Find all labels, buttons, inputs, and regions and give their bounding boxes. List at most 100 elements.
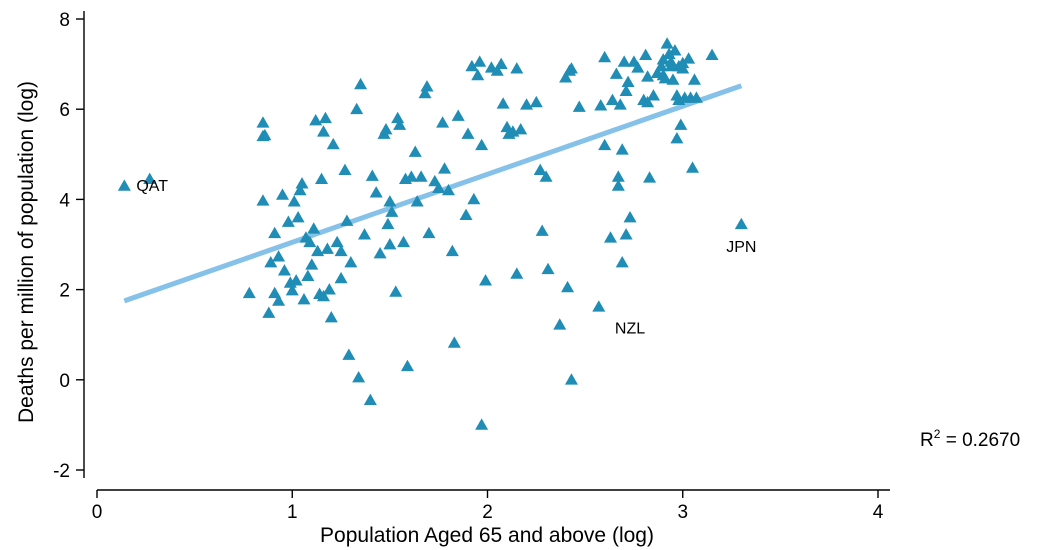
data-point [605,93,619,106]
data-point [272,294,286,306]
data-point [475,418,489,430]
data-point [441,183,455,196]
data-point [408,145,422,157]
data-point [496,97,510,109]
data-point [143,172,157,184]
data-point [422,226,436,239]
data-point [275,188,289,200]
x-axis-title: Population Aged 65 and above (log) [320,524,654,547]
data-point [689,91,703,103]
data-point [658,72,672,84]
data-point [291,210,305,223]
data-point [309,113,323,126]
data-point [594,99,608,111]
data-point [277,264,291,276]
data-point [514,122,528,135]
axes: -2 0 2 4 6 8 0 1 2 3 4 [53,10,890,523]
data-point [420,80,434,92]
data-point [641,95,655,108]
data-point [670,132,684,144]
data-point [572,100,586,112]
data-point [510,267,524,279]
data-point [262,306,276,318]
data-point [662,47,676,60]
data-point [354,77,368,90]
data-point [379,122,393,135]
x-tick-label: 2 [482,502,493,523]
data-point [461,127,475,139]
data-point [643,171,657,183]
data-point [664,55,678,67]
data-point [611,170,625,182]
data-point [404,170,418,182]
data-point [473,55,487,67]
data-point [385,205,399,217]
y-axis-title: Deaths per million of population (log) [15,81,38,423]
data-point [295,177,309,189]
data-point [674,118,688,130]
data-point [256,116,270,128]
point-label: JPN [726,239,756,256]
data-point [393,118,407,130]
data-point [352,371,366,383]
data-point [303,235,317,248]
r-squared-label: R2 = 0.2670 [920,427,1020,451]
data-point [264,256,278,268]
data-point [687,73,701,85]
data-point [397,235,411,248]
points-layer [117,37,748,430]
data-point [559,71,573,83]
data-point [465,59,479,72]
data-point [564,373,578,385]
data-point [682,52,696,64]
data-point [268,226,282,239]
data-point [564,62,578,74]
data-point [432,181,446,193]
data-point [344,256,358,268]
data-point [510,62,524,74]
data-point [623,210,637,223]
data-point [445,244,459,257]
data-point [533,163,547,175]
y-tick-label: 4 [59,190,70,211]
data-point [529,95,543,108]
y-tick-label: 8 [59,10,70,31]
data-point [447,336,461,348]
y-tick-label: 2 [59,281,70,302]
data-point [613,98,627,110]
data-point [285,284,299,296]
data-point [418,86,432,99]
x-tick-label: 3 [677,502,688,523]
data-point [646,89,660,101]
y-tick-label: 0 [59,371,70,392]
data-point [389,285,403,297]
data-point [479,274,493,286]
data-point [561,280,575,293]
data-point [391,111,405,124]
data-point [539,170,553,182]
data-point [639,48,653,60]
point-label: NZL [615,320,645,337]
data-point [342,348,356,360]
data-point [297,293,311,305]
data-point [373,247,387,259]
data-point [316,125,330,137]
data-point [383,195,397,207]
annotation-layer: QAT JPN NZL [136,178,756,338]
y-tick-label: -2 [53,461,70,482]
data-point [365,169,379,181]
data-point [686,161,700,173]
data-point [311,244,325,257]
data-point [535,224,549,236]
data-point [621,75,635,88]
data-point [305,258,319,270]
data-point [734,217,748,230]
data-point [324,311,338,323]
data-point [357,228,371,240]
data-point [381,217,395,230]
data-point [369,186,383,198]
data-point [307,222,321,234]
data-point [520,98,534,110]
data-point [326,137,340,150]
data-point [318,111,332,124]
